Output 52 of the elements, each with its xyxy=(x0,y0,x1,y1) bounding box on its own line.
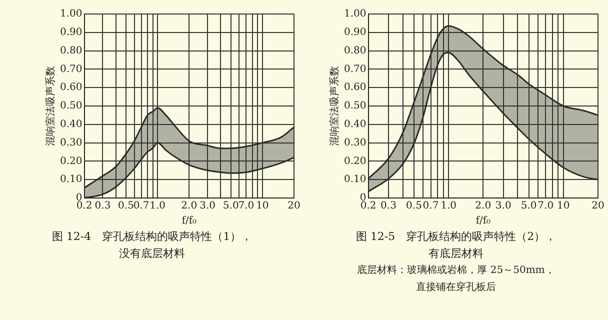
x-tick-label: 1.0 xyxy=(150,200,166,212)
text: 图 12-5 穿孔板结构的吸声特性（2）， xyxy=(354,229,558,245)
y-tick-label: 0.40 xyxy=(60,118,82,130)
y-tick-label: 0.30 xyxy=(60,137,82,148)
y-tick-label: 0.70 xyxy=(60,64,82,75)
x-tick-label: 3.0 xyxy=(200,200,216,212)
y-tick-label: 0.10 xyxy=(344,174,366,186)
y-tick-label: 0.90 xyxy=(60,26,82,38)
text: 底层材料：玻璃棉或岩棉，厚 25～50mm， xyxy=(356,264,556,278)
x-tick-label: 0.3 xyxy=(94,200,111,212)
x-tick-label: 0.7 xyxy=(133,200,150,212)
y-tick-label: 0.60 xyxy=(60,82,82,94)
x-tick-label: 7.0 xyxy=(238,200,254,212)
x-tick-label: 0.5 xyxy=(118,200,134,212)
x-tick-label: 20 xyxy=(592,200,604,212)
y-axis-title: 混响室法吸声系数 xyxy=(328,66,341,146)
x-tick-label: 0.2 xyxy=(360,200,376,212)
y-tick-label: 0.20 xyxy=(344,156,366,167)
y-tick-label: 0.70 xyxy=(344,64,366,75)
y-tick-label: 0.20 xyxy=(60,156,82,167)
x-tick-label: 10 xyxy=(256,200,269,212)
y-tick-label: 1.00 xyxy=(60,8,82,20)
x-tick-label: 5.0 xyxy=(520,200,537,212)
text: 直接铺在穿孔板后 xyxy=(415,280,497,295)
y-axis-title: 混响室法吸声系数 xyxy=(44,66,57,146)
x-tick-label: 7.0 xyxy=(538,200,554,212)
x-tick-label: 10 xyxy=(557,200,570,212)
y-tick-label: 0.80 xyxy=(344,45,366,56)
x-tick-label: 0.5 xyxy=(406,200,422,212)
x-tick-label: 20 xyxy=(288,200,300,212)
y-tick-label: 0.80 xyxy=(60,45,82,56)
text: 没有底层材料 xyxy=(118,246,186,262)
x-axis-title: f/f₀ xyxy=(182,216,197,227)
y-tick-label: 0.10 xyxy=(60,174,82,186)
text: 图 12-4 穿孔板结构的吸声特性（1）， xyxy=(50,229,254,245)
y-tick-label: 0.50 xyxy=(344,100,366,112)
x-tick-label: 0.2 xyxy=(76,200,92,212)
x-tick-label: 5.0 xyxy=(222,200,239,212)
y-tick-label: 0.40 xyxy=(344,118,366,130)
y-tick-label: 0.50 xyxy=(60,100,82,112)
x-tick-label: 2.0 xyxy=(181,200,198,212)
x-tick-label: 3.0 xyxy=(495,200,512,212)
x-tick-label: 2.0 xyxy=(475,200,492,212)
text: 有底层材料 xyxy=(428,246,484,262)
y-tick-label: 1.00 xyxy=(344,8,366,20)
x-tick-label: 0.3 xyxy=(380,200,396,212)
y-tick-label: 0.60 xyxy=(344,82,366,94)
y-tick-label: 0.30 xyxy=(344,137,366,148)
x-axis-title: f/f₀ xyxy=(476,216,491,227)
x-tick-label: 1.0 xyxy=(440,200,457,212)
y-tick-label: 0.90 xyxy=(344,26,366,38)
x-tick-label: 0.7 xyxy=(422,200,439,212)
